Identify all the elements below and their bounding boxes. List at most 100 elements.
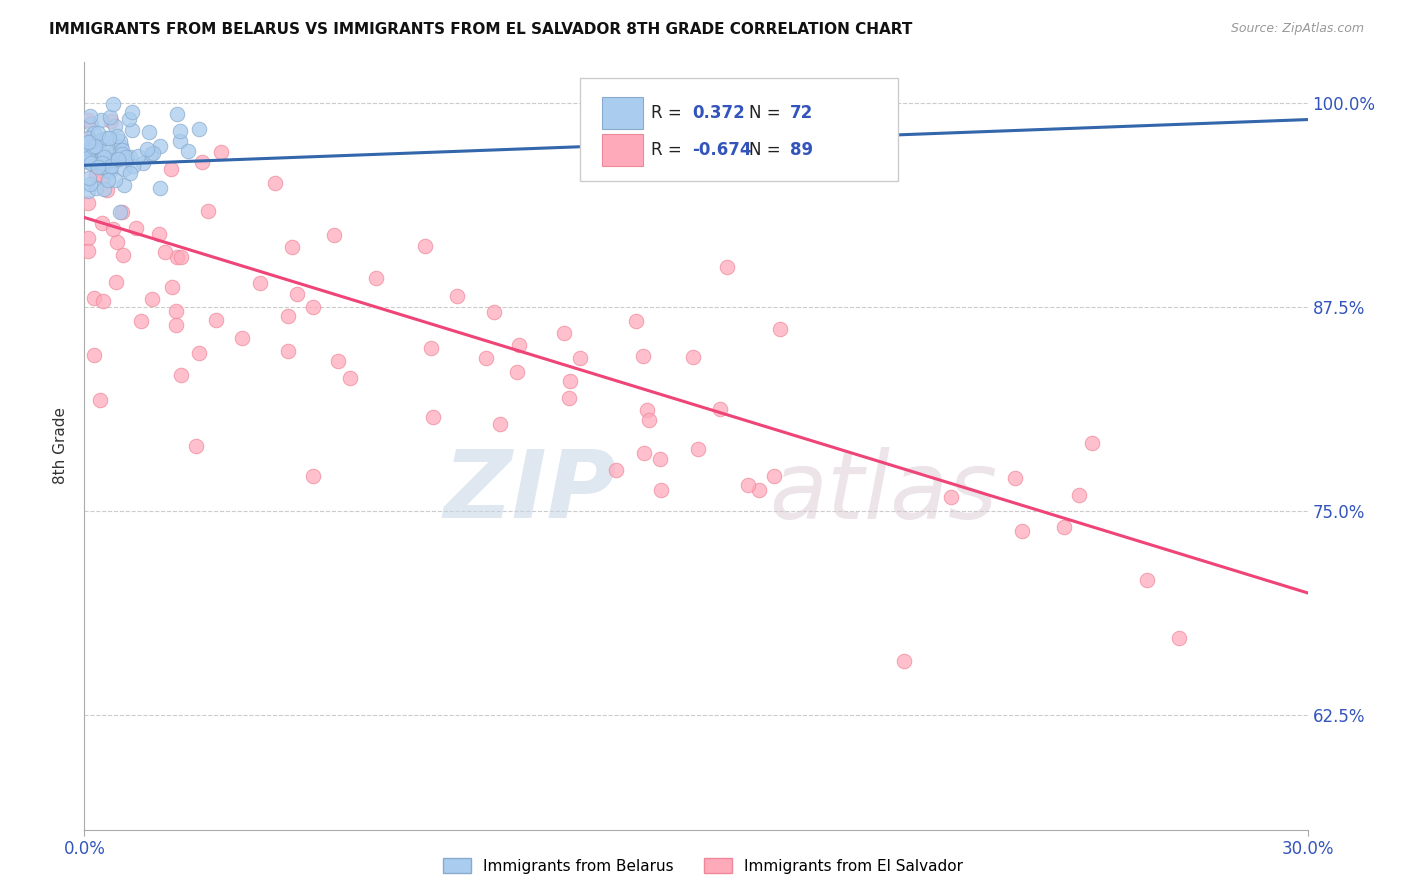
Point [148, 227, 170, 241]
Text: atlas: atlas [769, 447, 998, 538]
Point [170, 368, 193, 383]
Point [87, 160, 110, 174]
Point [197, 204, 219, 219]
Point [125, 221, 148, 235]
Point [77, 230, 100, 244]
Point [110, 134, 132, 148]
Text: R =: R = [651, 141, 686, 159]
Point [84, 138, 107, 153]
Point [748, 483, 770, 498]
Text: -0.674: -0.674 [692, 141, 752, 159]
Point [277, 310, 299, 324]
Point [737, 478, 759, 492]
Point [165, 318, 187, 333]
Point [939, 490, 962, 504]
Point [638, 413, 661, 427]
Point [104, 276, 127, 290]
Point [93, 150, 115, 164]
Point [84, 180, 107, 194]
Point [1004, 470, 1026, 484]
Point [169, 124, 191, 138]
Point [209, 145, 232, 160]
Point [103, 120, 125, 134]
Point [558, 374, 581, 388]
Point [105, 235, 128, 250]
Legend: Immigrants from Belarus, Immigrants from El Salvador: Immigrants from Belarus, Immigrants from… [437, 852, 969, 880]
Point [129, 314, 152, 328]
Point [121, 123, 143, 137]
Point [84, 153, 107, 168]
Point [1053, 520, 1076, 534]
Point [188, 346, 211, 360]
Point [302, 468, 325, 483]
Point [1081, 436, 1104, 450]
Point [127, 149, 149, 163]
Point [149, 181, 172, 195]
Point [166, 250, 188, 264]
Point [80, 117, 103, 131]
Point [83, 291, 105, 305]
Point [1067, 488, 1090, 502]
Text: N =: N = [748, 104, 786, 122]
Text: 72: 72 [790, 104, 814, 122]
Point [415, 239, 437, 253]
Point [110, 147, 132, 161]
Point [83, 347, 105, 361]
Point [605, 463, 627, 477]
Point [97, 164, 120, 178]
Point [364, 270, 387, 285]
Point [91, 216, 114, 230]
Point [77, 145, 100, 160]
Point [176, 145, 198, 159]
Point [160, 279, 183, 293]
Point [97, 173, 120, 187]
Point [111, 143, 134, 157]
Point [83, 127, 105, 141]
Point [716, 260, 738, 275]
Point [79, 153, 101, 167]
Point [508, 338, 530, 352]
Point [89, 392, 111, 407]
Point [79, 136, 101, 150]
Point [633, 446, 655, 460]
Point [93, 181, 115, 195]
Point [142, 146, 165, 161]
Point [96, 183, 118, 197]
Point [91, 171, 114, 186]
Point [120, 150, 142, 164]
Text: 89: 89 [790, 141, 813, 159]
Point [79, 109, 101, 123]
Point [762, 469, 785, 483]
Point [281, 240, 304, 254]
Point [77, 171, 100, 186]
Point [101, 97, 124, 112]
Point [84, 168, 107, 182]
Text: 0.372: 0.372 [692, 104, 745, 122]
Point [153, 245, 176, 260]
FancyBboxPatch shape [602, 134, 644, 166]
Point [165, 304, 187, 318]
Point [97, 130, 120, 145]
Point [94, 130, 117, 145]
Point [108, 205, 131, 219]
Point [1136, 573, 1159, 587]
Point [79, 177, 101, 191]
Point [87, 127, 110, 141]
Point [80, 155, 103, 169]
Point [446, 289, 468, 303]
Point [98, 164, 121, 178]
FancyBboxPatch shape [579, 78, 898, 181]
Point [624, 314, 647, 328]
Point [187, 121, 209, 136]
Point [1167, 631, 1189, 645]
Point [557, 391, 579, 405]
Point [769, 321, 792, 335]
Point [488, 417, 510, 431]
Point [121, 105, 143, 120]
Point [148, 139, 170, 153]
Point [118, 112, 141, 127]
Point [184, 439, 207, 453]
Point [420, 341, 443, 355]
Point [160, 162, 183, 177]
Text: Source: ZipAtlas.com: Source: ZipAtlas.com [1230, 22, 1364, 36]
